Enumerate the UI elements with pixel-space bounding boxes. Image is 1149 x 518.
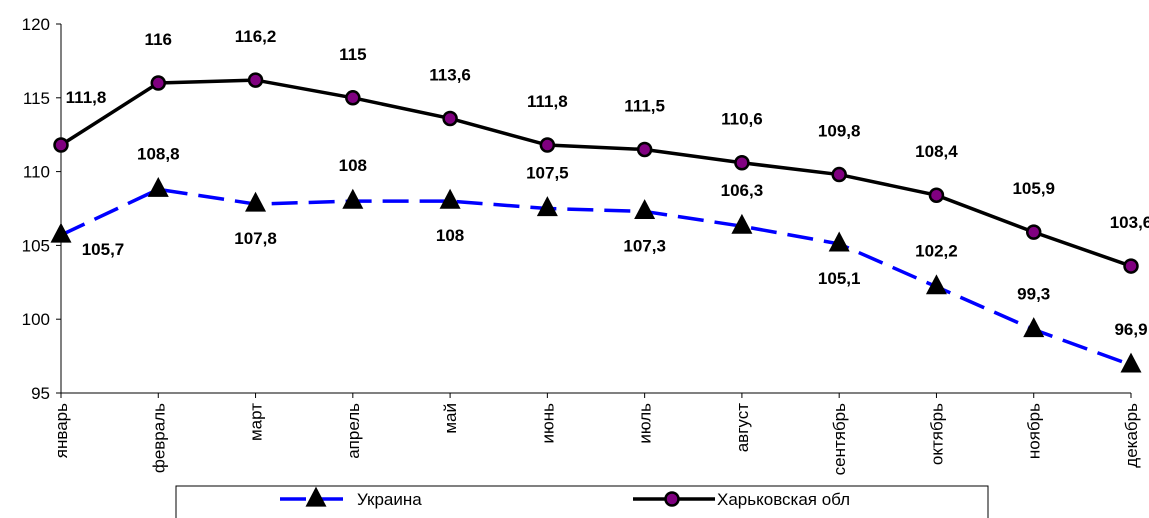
data-label-ukraine: 107,3: [623, 236, 666, 255]
x-tick-label: апрель: [344, 403, 363, 459]
data-label-kharkiv: 116: [145, 30, 172, 49]
data-label-kharkiv: 111,8: [527, 92, 568, 111]
x-tick-label: октябрь: [927, 403, 946, 465]
legend-marker-kharkiv: [664, 491, 680, 507]
data-label-ukraine: 107,8: [234, 229, 277, 248]
x-tick-label: декабрь: [1122, 403, 1141, 468]
data-point-ukraine: [1120, 352, 1142, 373]
y-tick-label: 100: [22, 310, 50, 329]
legend: Украина Харьковская обл: [175, 485, 989, 518]
series-line-kharkiv: [60, 78, 1132, 268]
data-point-kharkiv: [345, 90, 361, 106]
data-label-ukraine: 107,5: [526, 164, 569, 183]
y-tick-label: 95: [31, 384, 50, 403]
x-tick-label: ноябрь: [1025, 403, 1044, 459]
data-point-ukraine: [439, 188, 461, 209]
x-tick-label: март: [247, 403, 266, 441]
data-label-kharkiv: 109,8: [818, 122, 861, 141]
x-tick-label: июнь: [538, 403, 557, 444]
data-point-ukraine: [828, 231, 850, 252]
data-point-kharkiv: [1123, 258, 1139, 274]
data-label-kharkiv: 110,6: [721, 110, 763, 129]
data-point-ukraine: [925, 274, 947, 295]
data-point-ukraine: [1023, 317, 1045, 338]
data-point-ukraine: [342, 188, 364, 209]
data-point-ukraine: [50, 222, 72, 243]
data-label-ukraine: 108,8: [137, 144, 180, 163]
data-label-kharkiv: 115: [339, 45, 366, 64]
data-labels: 105,7 108,8 107,8 108 108 107,5 107,3 106,3 105,…: [66, 27, 1149, 339]
data-label-ukraine: 108: [339, 156, 367, 175]
data-point-kharkiv: [928, 187, 945, 203]
data-point-ukraine: [634, 199, 656, 220]
x-tick-label: сентябрь: [830, 403, 849, 476]
data-label-ukraine: 108: [436, 226, 464, 245]
x-tick-label: февраль: [149, 403, 168, 473]
data-point-kharkiv: [539, 137, 556, 153]
x-tick-label: август: [733, 403, 752, 452]
data-point-kharkiv: [1025, 224, 1042, 240]
data-label-ukraine: 96,9: [1114, 320, 1147, 339]
x-tick-label: июль: [636, 403, 655, 444]
y-tick-label: 105: [22, 236, 50, 255]
series-line-ukraine: [60, 187, 1132, 367]
data-label-kharkiv: 111,8: [66, 88, 107, 107]
y-tick-label: 110: [23, 163, 50, 182]
data-point-kharkiv: [247, 72, 264, 88]
series-markers: [50, 72, 1142, 373]
data-point-kharkiv: [53, 137, 69, 153]
legend-label-ukraine: Украина: [357, 490, 422, 509]
y-axis-ticks: 95 100 105 110 115 120: [22, 15, 61, 403]
data-label-kharkiv: 111,5: [624, 96, 665, 115]
series-lines: [60, 78, 1132, 367]
legend-marker-ukraine: [305, 486, 327, 507]
data-label-ukraine: 99,3: [1017, 285, 1050, 304]
x-tick-label: январь: [52, 403, 71, 458]
data-label-ukraine: 105,1: [818, 269, 861, 288]
data-label-kharkiv: 103,6: [1110, 213, 1149, 232]
data-label-kharkiv: 108,4: [915, 142, 958, 161]
y-tick-label: 120: [22, 15, 50, 34]
data-point-ukraine: [245, 191, 267, 212]
data-label-ukraine: 102,2: [915, 242, 958, 261]
x-tick-label: май: [441, 403, 460, 434]
legend-label-kharkiv: Харьковская обл: [717, 490, 850, 509]
data-point-ukraine: [731, 213, 753, 234]
data-label-kharkiv: 113,6: [429, 65, 471, 84]
y-tick-label: 115: [23, 89, 50, 108]
data-label-kharkiv: 116,2: [235, 27, 277, 46]
data-label-ukraine: 106,3: [721, 181, 764, 200]
data-label-kharkiv: 105,9: [1012, 179, 1055, 198]
data-point-kharkiv: [636, 141, 653, 158]
axes: [60, 24, 1131, 394]
legend-box: [175, 485, 989, 518]
data-point-kharkiv: [150, 75, 167, 91]
data-label-ukraine: 105,7: [82, 240, 125, 259]
data-point-kharkiv: [442, 110, 458, 127]
x-axis-ticks: январь февраль март апрель май июнь июль август…: [52, 393, 1141, 475]
data-point-ukraine: [147, 176, 169, 197]
data-point-kharkiv: [734, 154, 750, 171]
data-point-kharkiv: [831, 166, 847, 183]
data-point-ukraine: [536, 196, 558, 217]
